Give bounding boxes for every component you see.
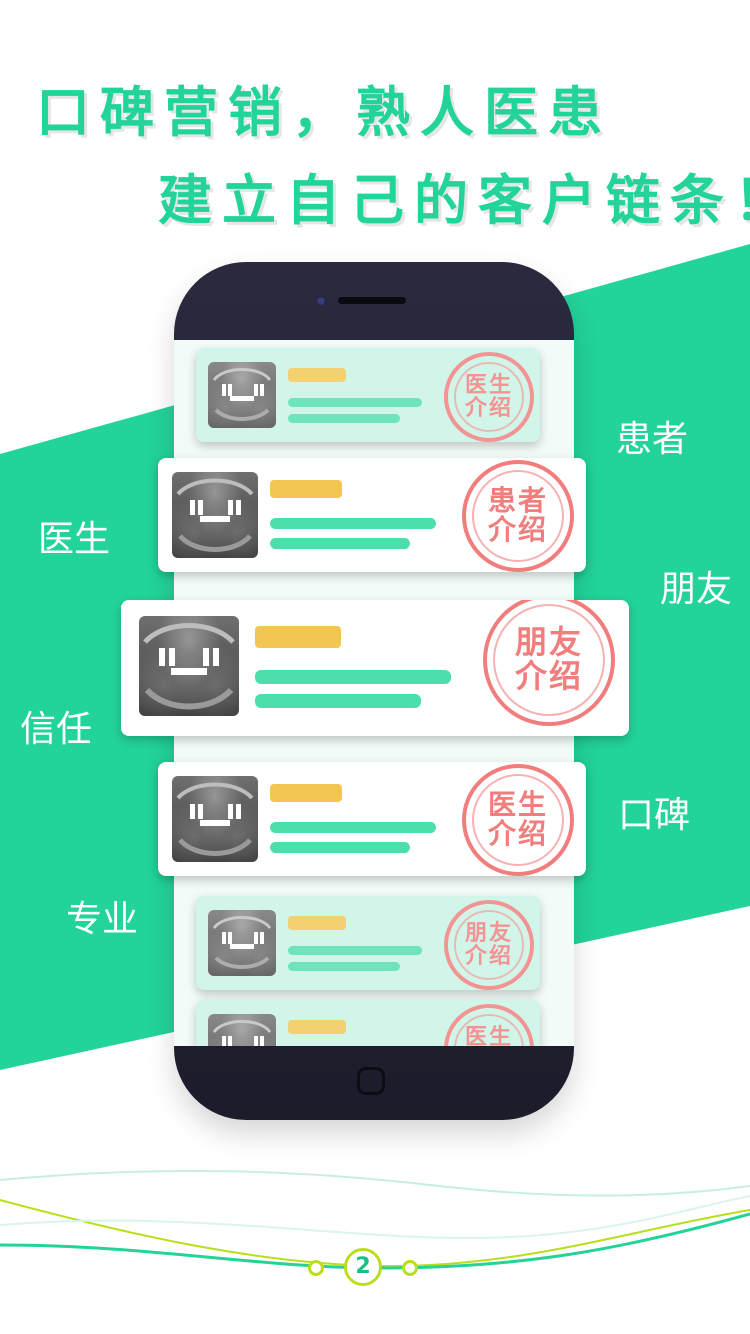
side-word-doctor: 医生	[38, 519, 111, 560]
referral-card-featured[interactable]: 朋友 介绍	[121, 600, 629, 736]
referral-stamp: 医生 介绍	[444, 1004, 534, 1046]
wave-line-1	[0, 1169, 750, 1197]
xray-icon	[212, 916, 272, 969]
xray-thumbnail	[208, 1014, 276, 1046]
referral-card[interactable]: 医生 介绍	[196, 348, 540, 442]
referral-stamp: 医生 介绍	[462, 764, 574, 876]
xray-thumbnail	[208, 362, 276, 428]
text-placeholder-line	[270, 518, 436, 529]
page-indicator: 2	[0, 1242, 750, 1302]
camera-icon	[316, 296, 326, 306]
xray-icon	[212, 368, 272, 421]
page-dot-previous[interactable]	[308, 1260, 324, 1276]
wave-line-4	[0, 1195, 750, 1240]
stamp-line-2: 介绍	[487, 513, 548, 547]
home-button[interactable]	[357, 1067, 385, 1095]
name-placeholder	[288, 368, 346, 382]
referral-card[interactable]: 医生 介绍	[196, 1000, 540, 1046]
xray-thumbnail	[172, 472, 258, 558]
speaker-grille	[338, 297, 406, 304]
referral-card[interactable]: 医生 介绍	[158, 762, 586, 876]
headline-line-2: 建立自己的客户链条！	[158, 169, 750, 232]
text-placeholder-line	[255, 670, 451, 684]
text-placeholder-line	[288, 946, 422, 955]
text-placeholder-line	[288, 398, 422, 407]
text-placeholder-line	[255, 694, 421, 708]
text-placeholder-line	[270, 538, 410, 549]
page-dot-next[interactable]	[402, 1260, 418, 1276]
text-placeholder-line	[270, 842, 410, 853]
page-number: 2	[344, 1248, 382, 1286]
side-word-friend: 朋友	[660, 569, 733, 610]
side-word-patient: 患者	[616, 419, 689, 460]
xray-icon	[176, 478, 254, 552]
referral-stamp: 朋友 介绍	[483, 600, 615, 726]
xray-thumbnail	[172, 776, 258, 862]
referral-stamp: 医生 介绍	[444, 352, 534, 442]
name-placeholder	[288, 916, 346, 930]
text-placeholder-line	[288, 414, 400, 423]
stamp-line-1: 朋友	[514, 623, 583, 661]
side-word-reputation: 口碑	[618, 795, 691, 836]
text-placeholder-line	[270, 822, 436, 833]
name-placeholder	[255, 626, 341, 648]
stamp-line-2: 介绍	[487, 817, 548, 851]
headline-line-1: 口碑营销，熟人医患	[36, 81, 612, 144]
name-placeholder	[270, 480, 342, 498]
name-placeholder	[270, 784, 342, 802]
xray-thumbnail	[139, 616, 239, 716]
referral-card[interactable]: 朋友 介绍	[196, 896, 540, 990]
referral-card[interactable]: 患者 介绍	[158, 458, 586, 572]
xray-icon	[212, 1020, 272, 1046]
stamp-line-2: 介绍	[514, 656, 583, 695]
xray-icon	[143, 623, 235, 710]
side-word-trust: 信任	[20, 709, 93, 750]
name-placeholder	[288, 1020, 346, 1034]
referral-stamp: 患者 介绍	[462, 460, 574, 572]
stamp-line-2: 介绍	[464, 944, 513, 970]
side-word-professional: 专业	[66, 899, 139, 940]
stamp-line-1: 朋友	[464, 921, 513, 946]
stamp-line-1: 医生	[464, 373, 513, 398]
xray-thumbnail	[208, 910, 276, 976]
stamp-line-1: 患者	[487, 484, 548, 517]
stamp-line-1: 医生	[464, 1025, 513, 1046]
stamp-line-2: 介绍	[464, 396, 513, 422]
stamp-line-1: 医生	[487, 788, 548, 821]
referral-stamp: 朋友 介绍	[444, 900, 534, 990]
text-placeholder-line	[288, 962, 400, 971]
xray-icon	[176, 782, 254, 856]
